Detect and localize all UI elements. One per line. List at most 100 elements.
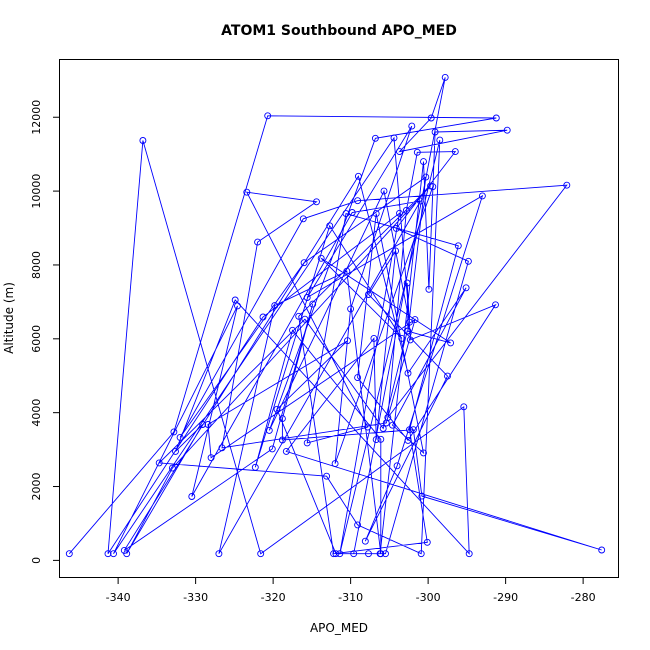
- x-tick-label: -300: [416, 591, 441, 604]
- data-point: [347, 305, 355, 313]
- data-point: [188, 493, 196, 500]
- data-point: [271, 302, 279, 310]
- data-point: [402, 206, 410, 214]
- data-point: [403, 279, 411, 287]
- data-point: [447, 339, 455, 347]
- series-line: [68, 77, 602, 555]
- x-tick-label: -320: [261, 591, 286, 604]
- data-point: [155, 459, 163, 467]
- data-point: [342, 210, 350, 218]
- data-point: [492, 114, 500, 122]
- data-point: [278, 415, 286, 423]
- data-point: [317, 254, 325, 262]
- y-tick-label: 6000: [30, 325, 43, 353]
- data-point: [464, 257, 472, 265]
- y-tick-label: 0: [30, 557, 43, 564]
- data-point: [372, 436, 380, 444]
- data-point: [396, 148, 403, 156]
- data-point: [420, 158, 427, 166]
- data-point: [418, 492, 426, 500]
- data-point: [257, 550, 265, 558]
- data-point: [251, 463, 259, 471]
- data-point: [384, 414, 392, 421]
- data-point: [268, 445, 276, 453]
- data-point: [207, 454, 215, 462]
- data-point: [204, 421, 212, 428]
- data-point: [377, 435, 385, 443]
- y-tick-label: 2000: [30, 473, 43, 501]
- data-point: [265, 426, 273, 434]
- data-point: [406, 336, 414, 344]
- y-tick-label: 10000: [30, 174, 43, 209]
- data-point: [392, 247, 400, 255]
- data-point: [408, 122, 416, 130]
- data-point: [454, 242, 462, 250]
- x-tick-label: -310: [338, 591, 363, 604]
- data-point: [350, 550, 358, 558]
- data-point: [344, 337, 351, 345]
- data-point: [422, 173, 430, 181]
- data-point: [390, 134, 398, 142]
- y-axis-label: Altitude (m): [2, 282, 16, 354]
- data-point: [215, 550, 223, 558]
- data-point: [411, 316, 419, 324]
- data-series: [65, 73, 606, 558]
- data-point: [218, 444, 226, 452]
- data-point: [423, 538, 431, 546]
- data-point: [330, 550, 338, 558]
- y-tick-label: 4000: [30, 399, 43, 427]
- data-point: [170, 428, 178, 436]
- data-point: [273, 405, 281, 413]
- data-point: [264, 112, 272, 120]
- data-point: [282, 447, 290, 455]
- data-point: [417, 550, 425, 558]
- data-point: [295, 312, 303, 320]
- data-point: [451, 148, 459, 156]
- data-point: [389, 421, 396, 429]
- data-point: [354, 197, 362, 205]
- y-tick-label: 8000: [30, 251, 43, 279]
- data-point: [354, 172, 362, 180]
- data-point: [301, 315, 309, 323]
- chart-title: ATOM1 Southbound APO_MED: [221, 23, 457, 39]
- data-point: [372, 210, 380, 218]
- data-point: [460, 403, 468, 411]
- data-point: [416, 197, 424, 205]
- data-point: [393, 462, 401, 470]
- data-point: [326, 222, 334, 230]
- data-point: [431, 128, 439, 136]
- x-tick-label: -330: [183, 591, 208, 604]
- data-point: [303, 439, 311, 447]
- data-point: [380, 187, 388, 195]
- data-point: [243, 188, 251, 196]
- x-tick-label: -280: [571, 591, 596, 604]
- data-point: [139, 137, 147, 144]
- plot-frame: [59, 59, 619, 578]
- data-point: [110, 550, 117, 558]
- data-point: [404, 327, 412, 335]
- data-point: [354, 374, 362, 382]
- data-point: [398, 334, 406, 342]
- y-axis: 0 2000 4000 6000 8000 10000 12000: [30, 100, 60, 564]
- x-tick-label: -290: [493, 591, 518, 604]
- data-point: [444, 372, 451, 380]
- data-point: [404, 436, 412, 444]
- data-point: [289, 326, 296, 334]
- data-point: [354, 521, 362, 529]
- data-point: [478, 192, 486, 200]
- data-point: [343, 267, 351, 275]
- data-point: [563, 181, 571, 189]
- data-point: [303, 294, 311, 301]
- data-point: [168, 464, 176, 472]
- data-point: [425, 285, 433, 293]
- data-point: [254, 238, 262, 246]
- data-point: [382, 550, 389, 558]
- data-point: [429, 183, 437, 191]
- data-point: [323, 472, 331, 480]
- data-point: [404, 369, 412, 377]
- data-point: [65, 550, 73, 558]
- data-point: [361, 537, 369, 545]
- data-point: [465, 550, 473, 558]
- data-point: [392, 224, 400, 232]
